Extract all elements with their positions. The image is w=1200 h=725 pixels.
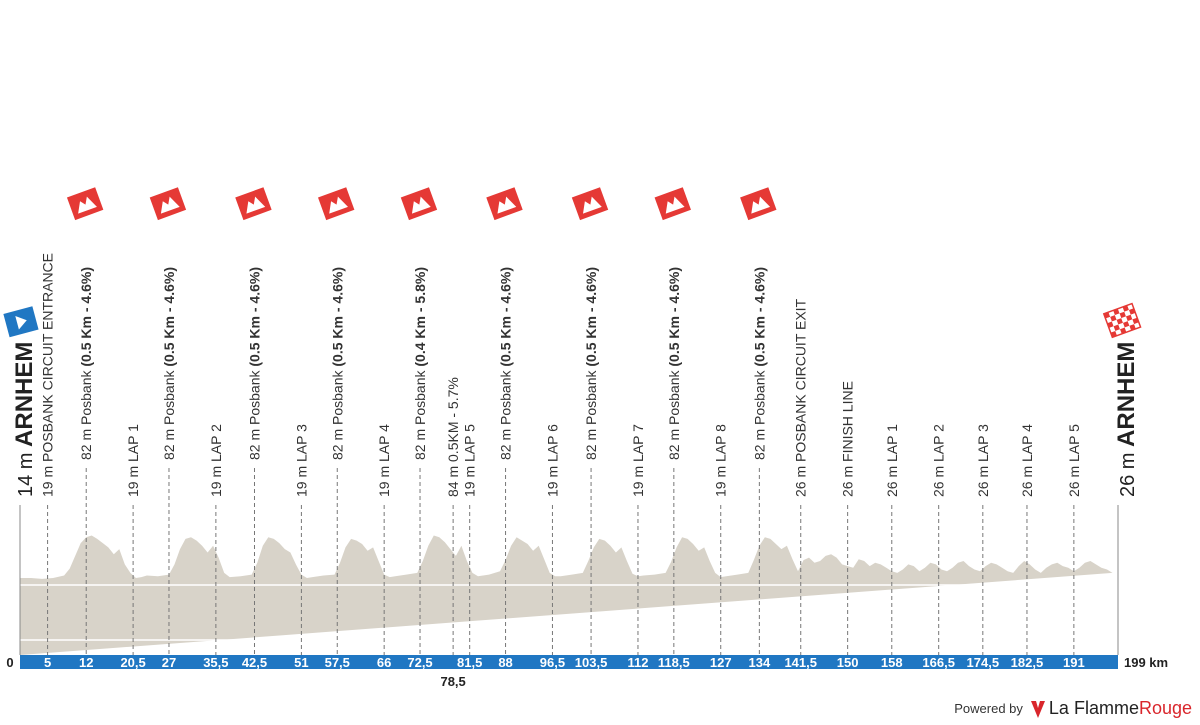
tick-label: 118,5 (658, 655, 690, 670)
start-label: 14 m ARNHEM (11, 342, 38, 497)
tick-label: 78,5 (440, 674, 465, 689)
waypoint-label: 19 m LAP 7 (630, 424, 646, 497)
tick-label: 96,5 (540, 655, 565, 670)
waypoint-label: 26 m LAP 2 (931, 424, 947, 497)
tick-label: 57,5 (325, 655, 350, 670)
climb-flag-icon (318, 187, 355, 221)
waypoint-label: 84 m 0.5KM - 5.7% (445, 377, 461, 497)
waypoint-label: 82 m Posbank (0.5 Km - 4.6%) (498, 267, 514, 460)
axis-end-label: 199 km (1124, 655, 1168, 670)
waypoint-label: 26 m POSBANK CIRCUIT EXIT (793, 298, 809, 497)
waypoint-label: 19 m LAP 4 (376, 424, 392, 497)
tick-label: 88 (498, 655, 512, 670)
footer: Powered by La FlammeRouge (954, 698, 1192, 719)
waypoint-label: 82 m Posbank (0.5 Km - 4.6%) (583, 267, 599, 460)
tick-label: 158 (881, 655, 903, 670)
finish-flag-icon (1102, 302, 1142, 339)
brand-name-a: La Flamme (1048, 698, 1139, 718)
flame-logo-icon (1030, 700, 1045, 718)
tick-label: 112 (627, 655, 648, 670)
climb-flag-icon (66, 187, 104, 221)
waypoint-label: 19 m POSBANK CIRCUIT ENTRANCE (40, 253, 56, 497)
elevation-profile-area (20, 535, 1113, 655)
tick-label: 150 (837, 655, 859, 670)
tick-label: 5 (44, 655, 51, 670)
axis-start-label: 0 (6, 655, 13, 670)
tick-label: 35,5 (203, 655, 228, 670)
waypoint-label: 82 m Posbank (0.5 Km - 4.6%) (246, 267, 262, 460)
tick-label: 51 (294, 655, 308, 670)
waypoint-label: 19 m LAP 5 (462, 424, 478, 497)
waypoint-label: 19 m LAP 6 (544, 424, 560, 497)
climb-flag-icon (235, 187, 272, 221)
finish-label: 26 m ARNHEM (1113, 342, 1140, 497)
waypoint-label: 82 m Posbank (0.5 Km - 4.6%) (329, 267, 345, 460)
tick-label: 20,5 (120, 655, 145, 670)
tick-label: 134 (749, 655, 771, 670)
tick-label: 12 (79, 655, 93, 670)
start-flag-icon (3, 306, 39, 338)
distance-axis-band (20, 655, 1118, 669)
waypoint-label: 26 m LAP 3 (975, 424, 991, 497)
waypoint-label: 82 m Posbank (0.5 Km - 4.6%) (666, 267, 682, 460)
waypoint-label: 19 m LAP 1 (125, 424, 141, 497)
waypoint-label: 19 m LAP 8 (713, 424, 729, 497)
waypoint-label: 82 m Posbank (0.5 Km - 4.6%) (751, 267, 767, 460)
tick-label: 66 (377, 655, 391, 670)
waypoint-label: 82 m Posbank (0.5 Km - 4.6%) (78, 267, 94, 460)
tick-label: 81,5 (457, 655, 482, 670)
climb-flag-icon (486, 187, 523, 221)
tick-label: 103,5 (575, 655, 608, 670)
tick-label: 191 (1063, 655, 1085, 670)
tick-label: 42,5 (242, 655, 267, 670)
tick-label: 127 (710, 655, 732, 670)
waypoint-label: 26 m LAP 4 (1019, 424, 1035, 497)
climb-flag-icon (740, 187, 777, 221)
climb-flag-icon (654, 187, 691, 221)
waypoint-label: 82 m Posbank (0.4 Km - 5.8%) (412, 267, 428, 460)
waypoint-label: 26 m FINISH LINE (840, 381, 856, 497)
powered-by-label: Powered by (954, 701, 1023, 716)
climb-flag-icon (149, 187, 187, 221)
waypoint-label: 82 m Posbank (0.5 Km - 4.6%) (161, 267, 177, 460)
waypoint-label: 26 m LAP 1 (884, 424, 900, 497)
waypoint-label: 26 m LAP 5 (1066, 424, 1082, 497)
climb-flag-icon (571, 187, 609, 221)
tick-label: 141,5 (784, 655, 817, 670)
waypoint-label: 19 m LAP 2 (208, 424, 224, 497)
tick-label: 166,5 (922, 655, 955, 670)
brand-logo: La FlammeRouge (1029, 698, 1192, 719)
climb-flag-icon (400, 187, 438, 221)
tick-label: 27 (162, 655, 176, 670)
tick-label: 72,5 (407, 655, 432, 670)
waypoint-label: 19 m LAP 3 (293, 424, 309, 497)
tick-label: 182,5 (1011, 655, 1044, 670)
brand-name-b: Rouge (1138, 698, 1192, 718)
tick-label: 174,5 (967, 655, 1000, 670)
